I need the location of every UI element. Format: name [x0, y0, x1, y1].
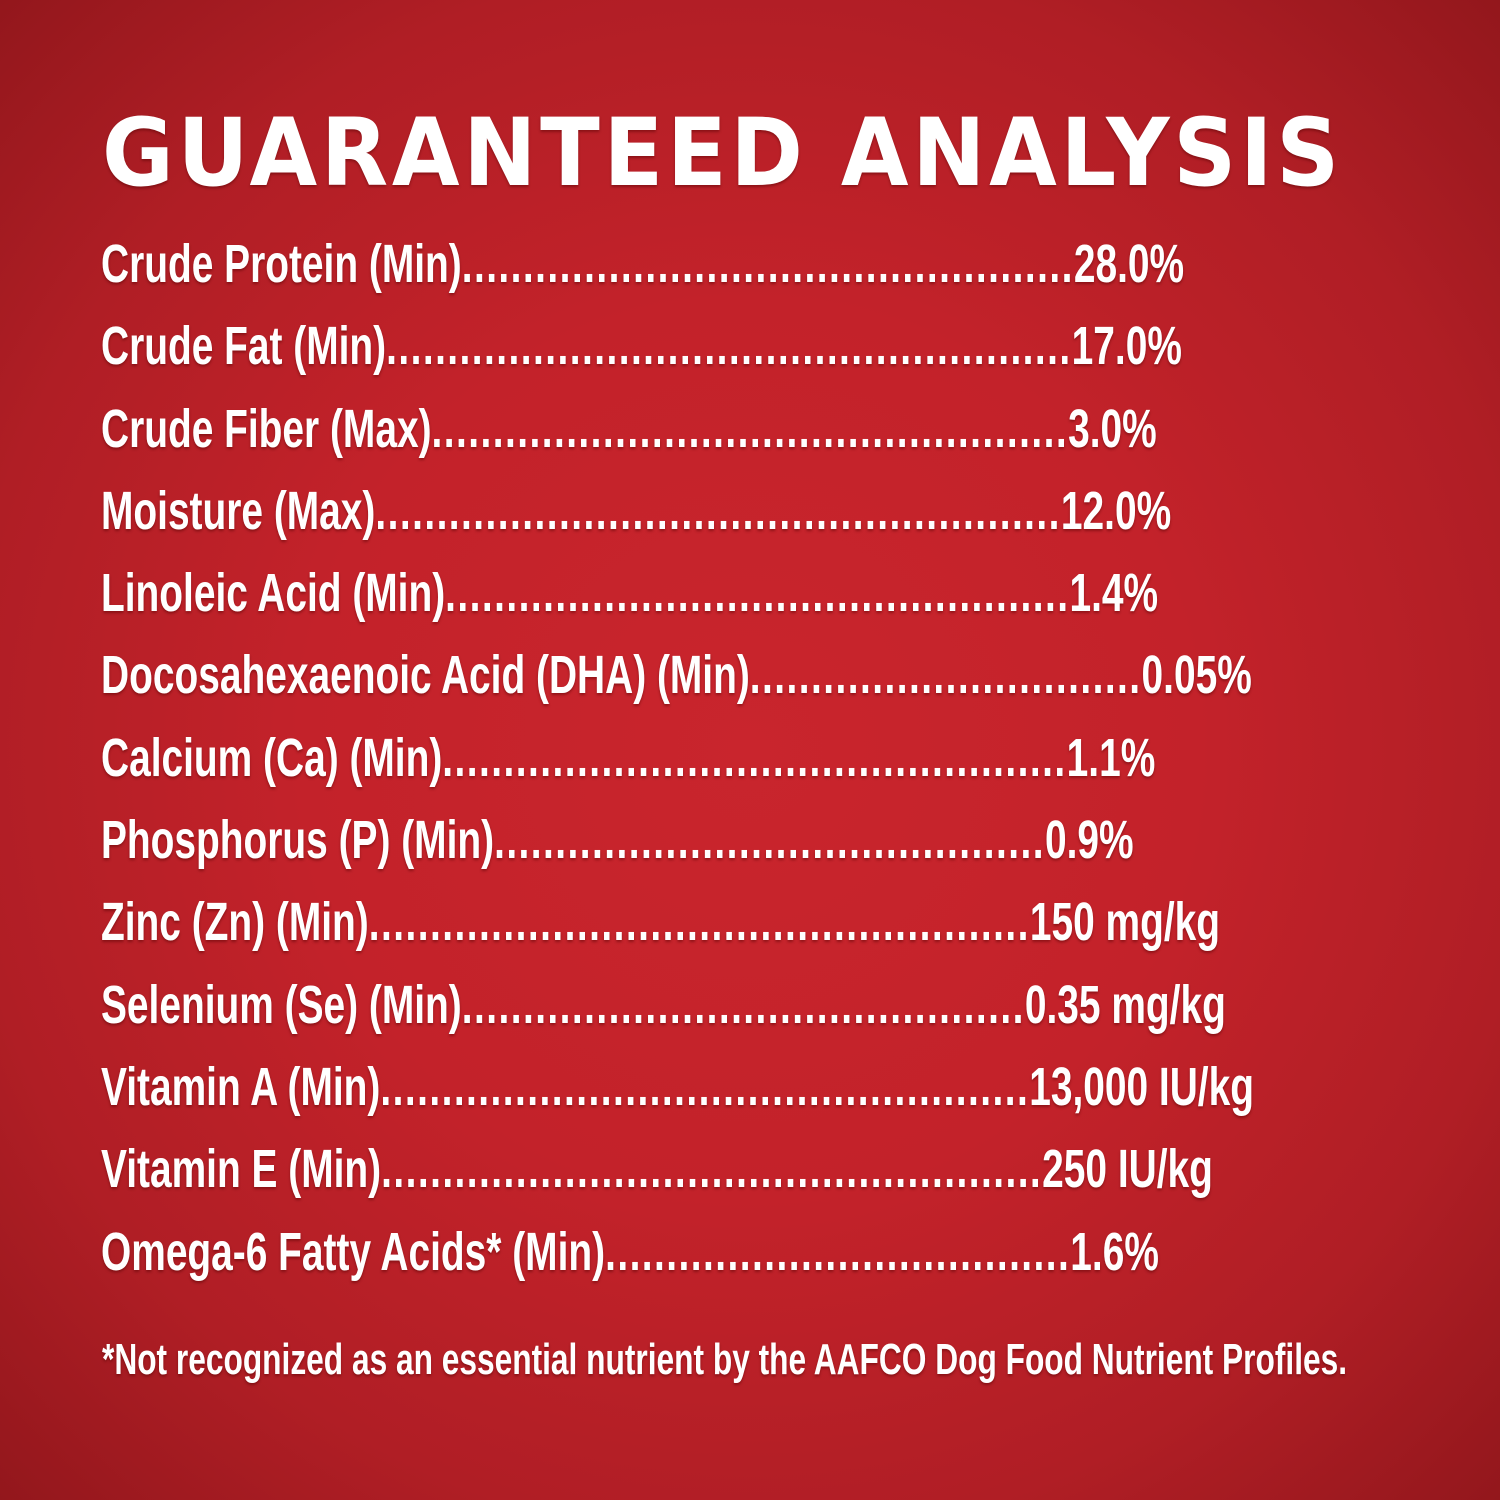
analysis-row-calcium: Calcium (Ca) (Min) .....................…: [101, 726, 1421, 808]
analysis-table: Crude Protein (Min) ....................…: [101, 232, 1421, 1302]
nutrient-value: 17.0%: [1071, 316, 1182, 377]
analysis-row-crude-protein: Crude Protein (Min) ....................…: [101, 232, 1421, 314]
dot-leader: ........................................…: [494, 810, 1045, 871]
dot-leader: ........................................…: [375, 480, 1061, 541]
nutrient-value: 150 mg/kg: [1029, 892, 1221, 953]
analysis-row-phosphorus: Phosphorus (P) (Min) ...................…: [101, 808, 1421, 890]
nutrient-value: 28.0%: [1073, 234, 1185, 294]
nutrient-value: 1.1%: [1066, 727, 1156, 788]
analysis-row-vitamin-e: Vitamin E (Min) ........................…: [101, 1137, 1421, 1219]
dot-leader: ........................................…: [431, 398, 1069, 459]
footnote: *Not recognized as an essential nutrient…: [102, 1335, 1348, 1384]
nutrient-label: Crude Fat (Min): [101, 316, 387, 377]
nutrient-value: 250 IU/kg: [1042, 1139, 1213, 1200]
nutrient-value: 0.9%: [1044, 810, 1134, 871]
nutrient-value: 0.05%: [1141, 645, 1252, 706]
nutrient-value: 1.6%: [1070, 1221, 1159, 1282]
analysis-row-vitamin-a: Vitamin A (Min) ........................…: [101, 1055, 1421, 1137]
nutrient-value: 1.4%: [1069, 563, 1159, 624]
nutrient-label: Moisture (Max): [101, 480, 376, 541]
dot-leader: ........................................…: [381, 1139, 1043, 1200]
analysis-row-zinc: Zinc (Zn) (Min) ........................…: [101, 890, 1421, 972]
analysis-row-linoleic-acid: Linoleic Acid (Min) ....................…: [101, 561, 1421, 643]
nutrient-label: Vitamin A (Min): [101, 1056, 381, 1117]
analysis-row-selenium: Selenium (Se) (Min) ....................…: [101, 973, 1421, 1055]
dot-leader: ........................................…: [461, 974, 1025, 1035]
nutrient-label: Calcium (Ca) (Min): [101, 727, 443, 788]
dot-leader: ........................................…: [368, 892, 1030, 953]
nutrient-label: Docosahexaenoic Acid (DHA) (Min): [101, 645, 750, 706]
analysis-row-crude-fiber: Crude Fiber (Max) ......................…: [101, 397, 1421, 479]
analysis-row-moisture: Moisture (Max) .........................…: [101, 479, 1421, 561]
nutrient-label: Vitamin E (Min): [101, 1139, 382, 1200]
analysis-row-crude-fat: Crude Fat (Min) ........................…: [101, 314, 1421, 396]
nutrient-label: Linoleic Acid (Min): [101, 563, 446, 624]
nutrient-label: Crude Protein (Min): [101, 234, 462, 294]
dot-leader: ........................................…: [442, 727, 1067, 788]
nutrient-label: Zinc (Zn) (Min): [101, 892, 369, 953]
dot-leader: ......................................: [605, 1221, 1071, 1282]
nutrient-value: 3.0%: [1068, 398, 1157, 459]
nutrient-label: Selenium (Se) (Min): [101, 974, 462, 1035]
page-title: GUARANTEED ANALYSIS: [102, 99, 1343, 208]
dot-leader: ........................................…: [386, 316, 1072, 377]
dot-leader: ........................................…: [445, 563, 1070, 624]
nutrient-label: Phosphorus (P) (Min): [101, 810, 495, 871]
nutrient-value: 13,000 IU/kg: [1029, 1056, 1254, 1117]
analysis-row-dha: Docosahexaenoic Acid (DHA) (Min) .......…: [101, 643, 1421, 725]
analysis-row-omega-6: Omega-6 Fatty Acids* (Min) .............…: [101, 1220, 1421, 1302]
nutrient-value: 12.0%: [1060, 480, 1172, 541]
dot-leader: ........................................…: [380, 1056, 1030, 1117]
nutrient-label: Crude Fiber (Max): [101, 398, 432, 459]
nutrient-value: 0.35 mg/kg: [1024, 974, 1226, 1035]
dot-leader: ........................................…: [461, 234, 1074, 294]
nutrient-label: Omega-6 Fatty Acids* (Min): [101, 1221, 606, 1282]
dot-leader: ................................: [749, 645, 1142, 706]
